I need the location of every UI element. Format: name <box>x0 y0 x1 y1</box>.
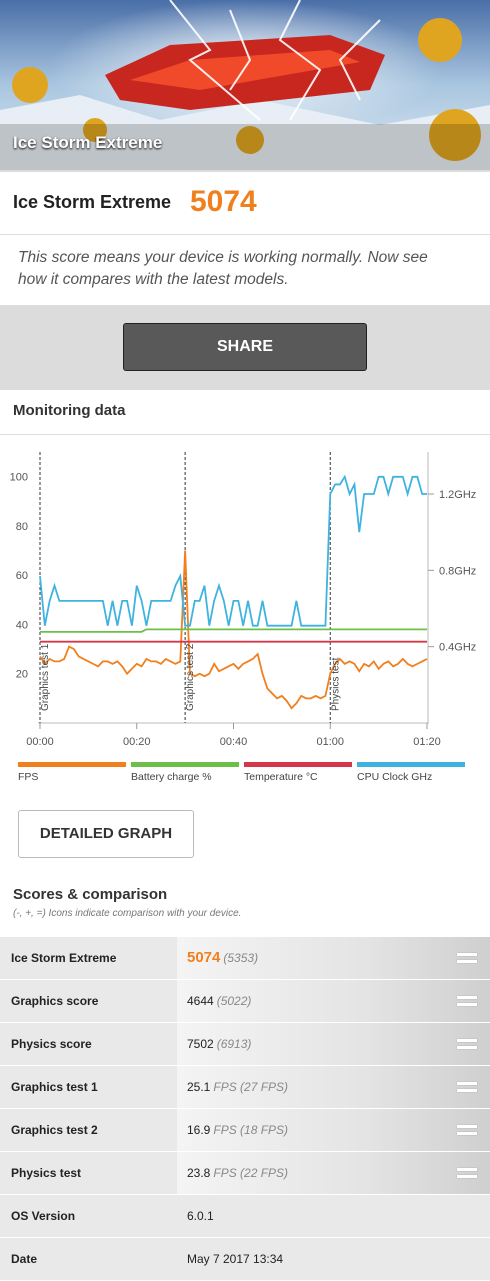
row-value-box: 23.8 FPS (22 FPS) <box>187 1166 288 1180</box>
score-table: Ice Storm Extreme 5074 (5353) Graphics scor… <box>0 937 490 1281</box>
legend-label: CPU Clock GHz <box>357 771 432 783</box>
divider <box>0 434 490 435</box>
row-value-cell: 25.1 FPS (27 FPS) <box>177 1066 490 1108</box>
section-subtitle: (-, +, =) Icons indicate comparison with… <box>13 908 242 919</box>
comparison-icon <box>457 1124 477 1136</box>
banner-title: Ice Storm Extreme <box>13 133 163 152</box>
legend-swatch <box>131 762 239 767</box>
row-value-cell: 6.0.1 <box>177 1195 490 1237</box>
row-value-cell: 4644 (5022) <box>177 980 490 1022</box>
share-button[interactable]: SHARE <box>123 323 367 371</box>
legend-label: FPS <box>18 771 38 783</box>
test-marker-label: Physics test <box>330 657 341 711</box>
row-value-cell: 16.9 FPS (18 FPS) <box>177 1109 490 1151</box>
row-value-box: 4644 (5022) <box>187 994 251 1008</box>
score-row: Ice Storm Extreme 5074 (5353) <box>0 937 490 980</box>
series-line <box>40 628 427 633</box>
row-comparison: (6913) <box>216 1037 252 1051</box>
row-value: 23.8 <box>187 1166 211 1180</box>
x-tick-label: 00:20 <box>123 736 151 748</box>
row-label: Physics score <box>11 1037 92 1051</box>
test-marker-label: Graphics test 1 <box>40 643 51 711</box>
row-comparison: (5022) <box>216 994 252 1008</box>
details-card: Monitoring data 20 40 60 80 100 0.4GHz 0.8GHz 1… <box>0 390 490 1281</box>
banner-image <box>0 0 490 170</box>
row-label: Ice Storm Extreme <box>11 951 117 965</box>
row-value: 5074 <box>187 949 221 966</box>
row-value-cell: May 7 2017 13:34 <box>177 1238 490 1280</box>
row-label: Date <box>11 1252 38 1266</box>
row-comparison: FPS (22 FPS) <box>213 1166 289 1180</box>
row-label: Graphics test 1 <box>11 1080 98 1094</box>
legend-swatch <box>357 762 465 767</box>
legend-label: Temperature °C <box>244 771 318 783</box>
section-title: Monitoring data <box>13 402 126 419</box>
comparison-icon <box>457 1038 477 1050</box>
row-value: 4644 <box>187 994 214 1008</box>
row-comparison: FPS (27 FPS) <box>213 1080 289 1094</box>
description-box: This score means your device is working … <box>0 235 490 305</box>
x-tick-label: 00:00 <box>26 736 54 748</box>
legend-label: Battery charge % <box>131 771 212 783</box>
score-row: Date May 7 2017 13:34 <box>0 1238 490 1281</box>
x-tick-label: 00:40 <box>220 736 248 748</box>
chart: 20 40 60 80 100 0.4GHz 0.8GHz 1.2GHz 00:00 00:20 0… <box>10 452 476 783</box>
row-value-box: 7502 (6913) <box>187 1037 251 1051</box>
score-row: Physics test 23.8 FPS (22 FPS) <box>0 1152 490 1195</box>
row-value-cell: 7502 (6913) <box>177 1023 490 1065</box>
y-tick-label: 100 <box>10 472 28 484</box>
series-line <box>39 474 427 627</box>
row-value-box: May 7 2017 13:34 <box>187 1252 283 1266</box>
row-value-box: 25.1 FPS (27 FPS) <box>187 1080 288 1094</box>
legend-swatch <box>18 762 126 767</box>
row-value: 25.1 <box>187 1080 211 1094</box>
score-row: Graphics test 2 16.9 FPS (18 FPS) <box>0 1109 490 1152</box>
comparison-icon <box>457 995 477 1007</box>
y-tick-label: 20 <box>16 669 28 681</box>
row-value-box: 5074 (5353) <box>187 949 258 966</box>
score-row: Graphics score 4644 (5022) <box>0 980 490 1023</box>
y-tick-label: 60 <box>16 570 28 582</box>
x-tick-label: 01:20 <box>413 736 441 748</box>
test-marker-label: Graphics test 2 <box>185 643 196 711</box>
row-value-cell: 5074 (5353) <box>177 937 490 979</box>
legend-swatch <box>244 762 352 767</box>
row-value: May 7 2017 13:34 <box>187 1252 284 1266</box>
row-value: 7502 <box>187 1037 214 1051</box>
banner: Ice Storm Extreme <box>0 0 490 170</box>
x-tick-label: 01:00 <box>316 736 344 748</box>
row-value-box: 16.9 FPS (18 FPS) <box>187 1123 288 1137</box>
row-comparison: (5353) <box>223 951 259 965</box>
row-label: Physics test <box>11 1166 82 1180</box>
description: This score means your device is working … <box>18 249 428 288</box>
score-row: OS Version 6.0.1 <box>0 1195 490 1238</box>
score: 5074 <box>190 185 257 218</box>
row-value: 16.9 <box>187 1123 211 1137</box>
row-comparison: FPS (18 FPS) <box>213 1123 289 1137</box>
row-label: Graphics test 2 <box>11 1123 98 1137</box>
y2-tick-label: 0.4GHz <box>439 642 476 654</box>
row-label: OS Version <box>11 1209 76 1223</box>
y-tick-label: 40 <box>16 619 28 631</box>
row-label: Graphics score <box>11 994 99 1008</box>
score-row: Graphics test 1 25.1 FPS (27 FPS) <box>0 1066 490 1109</box>
detailed-graph-button[interactable]: DETAILED GRAPH <box>18 810 194 858</box>
row-value-cell: 23.8 FPS (22 FPS) <box>177 1152 490 1194</box>
test-name: Ice Storm Extreme <box>13 192 172 212</box>
comparison-icon <box>457 1167 477 1179</box>
comparison-icon <box>457 1081 477 1093</box>
row-value-box: 6.0.1 <box>187 1209 214 1223</box>
y-tick-label: 80 <box>16 521 28 533</box>
y2-tick-label: 1.2GHz <box>439 489 476 501</box>
score-row: Physics score 7502 (6913) <box>0 1023 490 1066</box>
row-value: 6.0.1 <box>187 1209 214 1223</box>
comparison-icon <box>457 952 477 964</box>
y2-tick-label: 0.8GHz <box>439 565 476 577</box>
series-line <box>39 550 428 710</box>
result-header: Ice Storm Extreme 5074 <box>0 172 490 235</box>
section-title: Scores & comparison <box>13 886 168 903</box>
